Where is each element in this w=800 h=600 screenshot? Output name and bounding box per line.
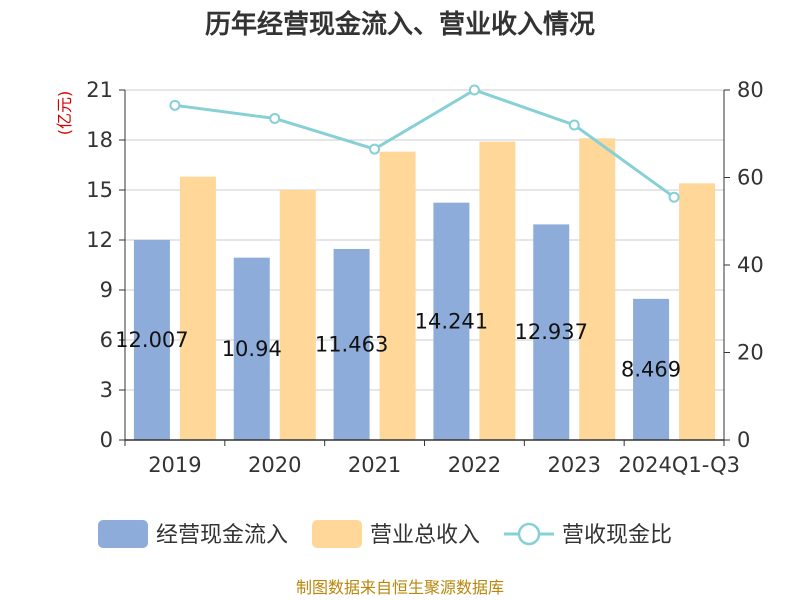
left-tick-label: 9	[100, 278, 113, 302]
bar-经营现金流入-2020	[233, 257, 270, 440]
ratio-point-2024Q1-Q3	[668, 191, 680, 203]
ratio-point-2019	[169, 99, 181, 111]
legend: 经营现金流入 营业总收入 营收现金比	[98, 520, 672, 548]
x-tick-label: 2021	[348, 453, 401, 477]
left-tick-label: 3	[100, 378, 113, 402]
grid-lines	[125, 89, 724, 391]
bar-营业总收入-2019	[179, 176, 216, 440]
right-tick-label: 60	[737, 166, 764, 190]
x-tick-label: 2024Q1-Q3	[618, 453, 740, 477]
ratio-point-2023	[568, 119, 580, 131]
bar-经营现金流入-2024Q1-Q3	[633, 298, 670, 440]
legend-label-营收现金比: 营收现金比	[562, 523, 672, 548]
ratio-line	[169, 84, 680, 203]
data-label: 12.937	[515, 320, 588, 344]
left-tick-label: 15	[86, 178, 113, 202]
source-note: 制图数据来自恒生聚源数据库	[296, 578, 504, 597]
legend-marker-营收现金比	[517, 522, 541, 546]
data-label: 14.241	[415, 309, 488, 333]
legend-swatch-经营现金流入	[98, 520, 148, 548]
left-axis-unit: (亿元)	[55, 91, 74, 136]
bar-营业总收入-2024Q1-Q3	[679, 183, 716, 441]
bar-经营现金流入-2019	[133, 239, 170, 440]
bar-营业总收入-2023	[579, 138, 616, 441]
legend-label-经营现金流入: 经营现金流入	[156, 523, 288, 548]
chart-title: 历年经营现金流入、营业收入情况	[205, 9, 595, 40]
bar-经营现金流入-2023	[533, 224, 570, 440]
bar-经营现金流入-2021	[333, 248, 370, 440]
data-label: 8.469	[621, 357, 681, 381]
legend-swatch-营业总收入	[312, 520, 363, 548]
x-tick-label: 2022	[448, 453, 501, 477]
left-tick-label: 12	[86, 228, 113, 252]
left-tick-label: 21	[86, 78, 113, 102]
bar-营业总收入-2022	[479, 141, 516, 440]
legend-label-营业总收入: 营业总收入	[370, 523, 480, 548]
bar-经营现金流入-2022	[433, 202, 470, 440]
left-tick-label: 6	[100, 328, 113, 352]
data-label: 12.007	[115, 328, 188, 352]
axes: 0 3 6 9 12 15 18 21 0 20 40 60 80 2019 2020 2021 2022 202…	[86, 78, 763, 477]
ratio-point-2022	[468, 84, 480, 96]
x-tick-label: 2023	[548, 453, 601, 477]
right-tick-label: 0	[737, 428, 750, 452]
right-tick-label: 80	[737, 78, 764, 102]
data-label: 10.94	[222, 337, 282, 361]
data-labels: 12.007 10.94 11.463 14.241 12.937 8.469	[115, 309, 681, 381]
left-tick-label: 0	[100, 428, 113, 452]
right-tick-label: 20	[737, 341, 764, 365]
bar-营业总收入-2021	[379, 151, 416, 440]
data-label: 11.463	[315, 332, 388, 356]
bar-营业总收入-2020	[279, 190, 316, 440]
x-tick-label: 2019	[148, 453, 201, 477]
left-tick-label: 18	[86, 128, 113, 152]
ratio-point-2021	[369, 143, 381, 155]
ratio-line-path	[174, 88, 675, 199]
bars	[133, 138, 716, 441]
ratio-point-2020	[269, 112, 281, 124]
x-tick-label: 2020	[248, 453, 301, 477]
right-tick-label: 40	[737, 253, 764, 277]
